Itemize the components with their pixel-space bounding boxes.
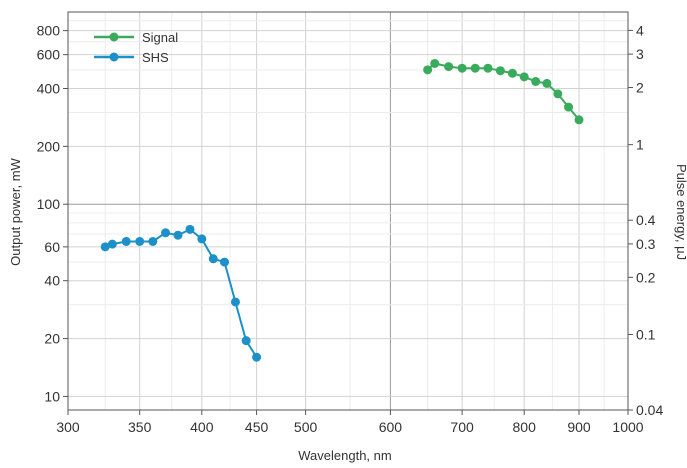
data-point-signal [444,62,454,72]
legend-shs-label: SHS [142,50,169,65]
data-point-shs [121,236,131,246]
x-axis-ticks: 300 350 400 450 500 600 700 800 900 1000 [56,410,644,435]
data-point-shs [135,236,145,246]
legend-shs-marker [109,52,119,62]
data-point-shs [148,236,158,246]
data-point-signal [553,89,563,99]
y-tick-label: 40 [44,273,60,289]
data-point-shs [197,234,207,244]
y2-tick-label: 0.4 [636,212,656,228]
data-point-signal [495,66,505,76]
y-axis-label: Output power, mW [8,157,23,265]
data-point-signal [507,68,517,78]
x-tick-label: 450 [245,419,269,435]
data-point-signal [531,76,541,86]
x-tick-label: 600 [379,419,403,435]
x-tick-label: 800 [513,419,537,435]
y-tick-label: 400 [37,80,61,96]
y-tick-label: 60 [44,239,60,255]
x-tick-label: 400 [190,419,214,435]
y2-tick-label: 2 [636,80,644,96]
data-point-shs [208,254,218,264]
data-point-signal [564,102,574,112]
y2-tick-label: 1 [636,137,644,153]
y-tick-label: 200 [37,138,61,154]
y-tick-label: 20 [44,331,60,347]
data-point-shs [220,257,230,267]
y2-tick-label: 4 [636,22,644,38]
data-point-shs [107,239,117,249]
y-tick-label: 100 [37,196,61,212]
y2-axis-label: Pulse energy, μJ [674,164,687,260]
data-point-shs [173,230,183,240]
y2-axis-ticks: 0.04 0.1 0.2 0.3 0.4 1 2 3 4 [628,22,663,418]
x-axis-label: Wavelength, nm [298,448,391,463]
data-point-signal [542,78,552,88]
series-line-shs [104,228,258,358]
y-tick-label: 600 [37,47,61,63]
x-tick-label: 350 [128,419,152,435]
series-shs [100,224,262,362]
data-point-signal [574,115,584,125]
data-point-signal [430,58,440,68]
data-point-shs [252,352,262,362]
y-axis-ticks: 10 20 40 60 100 200 400 600 800 [37,23,68,404]
data-point-shs [230,297,240,307]
x-tick-label: 300 [56,419,80,435]
y2-tick-label: 0.1 [636,326,656,342]
series-layer [100,58,584,362]
y2-tick-label: 0.3 [636,236,656,252]
x-tick-label: 500 [294,419,318,435]
data-point-signal [519,72,529,82]
series-signal [423,58,584,125]
x-tick-label: 700 [450,419,474,435]
x-tick-label: 900 [567,419,591,435]
y2-tick-label: 0.04 [636,402,663,418]
data-point-shs [100,242,110,252]
y-tick-label: 10 [44,388,60,404]
legend-signal-marker [109,32,119,42]
data-point-shs [161,228,171,238]
data-point-shs [185,224,195,234]
data-point-signal [423,65,433,75]
legend: Signal SHS [94,30,178,65]
plot-frame [67,11,629,411]
y2-tick-label: 3 [636,46,644,62]
legend-signal-label: Signal [142,30,178,45]
y2-tick-label: 0.2 [636,269,656,285]
data-point-signal [457,63,467,73]
data-point-signal [470,63,480,73]
y-tick-label: 800 [37,23,61,39]
x-tick-label: 1000 [612,419,643,435]
data-point-shs [241,336,251,346]
grid [67,12,629,410]
data-point-signal [483,63,493,73]
